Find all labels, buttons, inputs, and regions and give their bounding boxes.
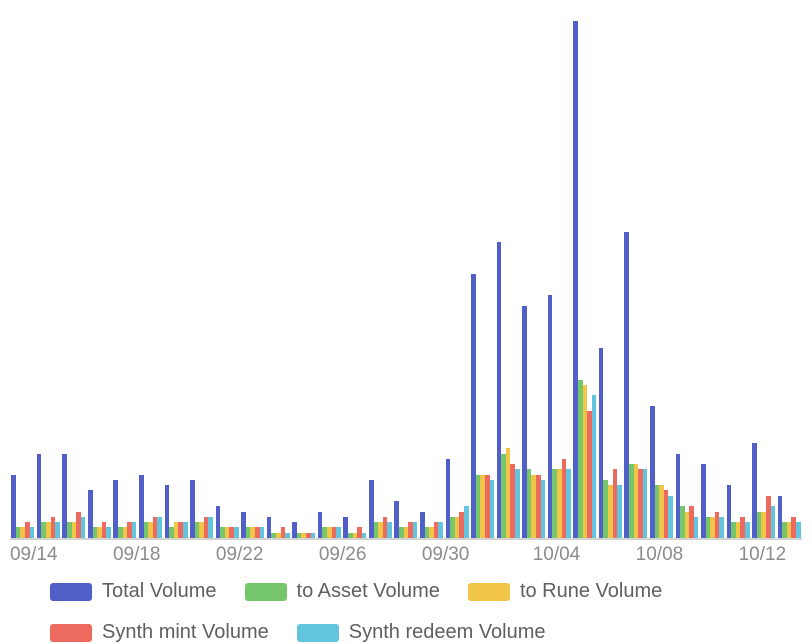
day-group (36, 10, 62, 538)
day-group (521, 10, 547, 538)
bar-synth_redeem (719, 517, 724, 538)
x-tick: 09/14 (10, 544, 58, 566)
bar-synth_redeem (745, 522, 750, 538)
x-tick: 09/26 (319, 544, 367, 566)
legend-label: Total Volume (102, 580, 217, 603)
legend-item-to_asset: to Asset Volume (245, 580, 440, 603)
bar-synth_redeem (668, 496, 673, 538)
x-tick: 10/04 (533, 544, 581, 566)
legend-label: to Rune Volume (520, 580, 662, 603)
bar-synth_redeem (515, 469, 520, 538)
legend-swatch (50, 583, 92, 601)
day-group (674, 10, 700, 538)
bar-synth_redeem (336, 527, 341, 538)
day-group (572, 10, 598, 538)
day-group (495, 10, 521, 538)
legend-swatch (245, 583, 287, 601)
day-group (751, 10, 777, 538)
day-group (444, 10, 470, 538)
bar-synth_redeem (592, 395, 597, 538)
bar-synth_redeem (617, 485, 622, 538)
bar-synth_redeem (106, 527, 111, 538)
legend-label: Synth redeem Volume (349, 621, 546, 644)
bar-synth_redeem (438, 522, 443, 538)
legend-item-synth_redeem: Synth redeem Volume (297, 621, 546, 644)
day-group (163, 10, 189, 538)
plot-area (10, 10, 802, 540)
day-group (138, 10, 164, 538)
day-group (700, 10, 726, 538)
bar-synth_redeem (771, 506, 776, 538)
bar-synth_redeem (694, 517, 699, 538)
bar-synth_redeem (362, 533, 367, 538)
day-group (393, 10, 419, 538)
day-group (419, 10, 445, 538)
day-group (10, 10, 36, 538)
day-group (291, 10, 317, 538)
day-group (265, 10, 291, 538)
day-group (240, 10, 266, 538)
bar-synth_redeem (387, 522, 392, 538)
bar-synth_redeem (260, 527, 265, 538)
bar-synth_redeem (183, 522, 188, 538)
day-group (87, 10, 113, 538)
day-group (470, 10, 496, 538)
bar-synth_redeem (81, 517, 86, 538)
legend-item-to_rune: to Rune Volume (468, 580, 662, 603)
day-group (317, 10, 343, 538)
day-group (725, 10, 751, 538)
bar-synth_redeem (30, 527, 35, 538)
legend-item-synth_mint: Synth mint Volume (50, 621, 269, 644)
day-group (776, 10, 802, 538)
bar-synth_redeem (566, 469, 571, 538)
bar-groups (10, 10, 802, 538)
legend-label: Synth mint Volume (102, 621, 269, 644)
bar-synth_redeem (464, 506, 469, 538)
legend-swatch (50, 624, 92, 642)
x-tick: 10/12 (739, 544, 787, 566)
bar-synth_redeem (643, 469, 648, 538)
bar-synth_redeem (285, 533, 290, 538)
legend-swatch (468, 583, 510, 601)
x-tick: 09/30 (422, 544, 470, 566)
legend-label: to Asset Volume (297, 580, 440, 603)
x-tick: 09/18 (113, 544, 161, 566)
bar-synth_redeem (132, 522, 137, 538)
day-group (342, 10, 368, 538)
day-group (189, 10, 215, 538)
day-group (368, 10, 394, 538)
legend-item-total: Total Volume (50, 580, 217, 603)
bar-synth_redeem (208, 517, 213, 538)
bar-synth_redeem (541, 480, 546, 538)
day-group (112, 10, 138, 538)
day-group (623, 10, 649, 538)
legend-swatch (297, 624, 339, 642)
bar-synth_redeem (490, 480, 495, 538)
day-group (546, 10, 572, 538)
bar-synth_redeem (413, 522, 418, 538)
volume-chart: 09/14 09/18 09/22 09/26 09/30 10/04 10/08 10/12… (0, 0, 812, 644)
bar-synth_redeem (234, 527, 239, 538)
bar-synth_redeem (311, 533, 316, 538)
x-tick: 09/22 (216, 544, 264, 566)
legend: Total Volume to Asset Volume to Rune Volum… (10, 574, 802, 644)
day-group (214, 10, 240, 538)
bar-synth_redeem (55, 522, 60, 538)
day-group (649, 10, 675, 538)
x-axis: 09/14 09/18 09/22 09/26 09/30 10/04 10/08 10/12 (10, 544, 802, 574)
day-group (61, 10, 87, 538)
x-tick: 10/08 (636, 544, 684, 566)
bar-synth_redeem (157, 517, 162, 538)
day-group (598, 10, 624, 538)
bar-synth_redeem (796, 522, 801, 538)
